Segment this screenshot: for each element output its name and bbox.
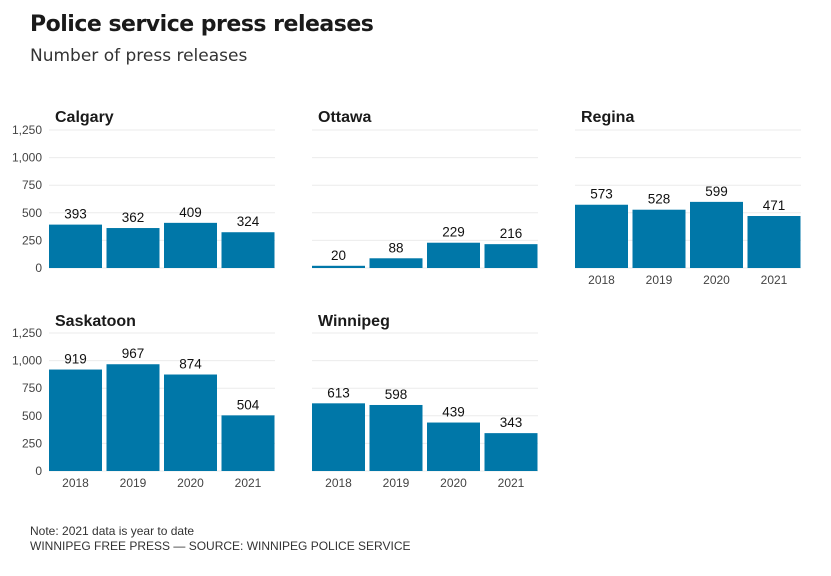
- source-credit: WINNIPEG FREE PRESS — SOURCE: WINNIPEG P…: [30, 539, 411, 553]
- data-label: 20: [331, 248, 346, 263]
- y-tick-label: 750: [22, 381, 42, 395]
- bar: [427, 242, 480, 268]
- bar: [369, 404, 423, 471]
- data-label: 409: [179, 205, 202, 220]
- data-label: 613: [327, 385, 350, 400]
- data-label: 216: [500, 226, 523, 241]
- panel-title: Winnipeg: [318, 313, 390, 330]
- data-label: 88: [388, 240, 403, 255]
- y-tick-label: 1,250: [12, 326, 42, 340]
- data-label: 598: [385, 387, 408, 402]
- data-label: 874: [179, 357, 202, 372]
- bar: [312, 403, 365, 471]
- x-tick-label: 2021: [498, 476, 525, 490]
- y-tick-label: 1,000: [12, 354, 42, 368]
- panel-calgary: 0 250 500 750 1,000 1,250 Calgary 393 362 409 324: [12, 109, 275, 275]
- bar: [312, 265, 365, 268]
- panel-ottawa: Ottawa 20 88 229 216: [312, 109, 538, 269]
- y-tick-label: 500: [22, 206, 42, 220]
- bar: [221, 232, 275, 268]
- panel-winnipeg: Winnipeg 613 2018 598 2019 439 2020 343 2021: [312, 313, 538, 490]
- bar: [49, 369, 102, 471]
- y-tick-label: 1,250: [12, 123, 42, 137]
- panel-title: Regina: [581, 109, 634, 126]
- x-tick-label: 2020: [703, 273, 730, 287]
- bar: [747, 216, 801, 268]
- x-tick-label: 2021: [235, 476, 262, 490]
- y-tick-label: 250: [22, 233, 42, 247]
- y-tick-label: 250: [22, 436, 42, 450]
- y-tick-label: 750: [22, 178, 42, 192]
- data-label: 504: [237, 397, 260, 412]
- x-tick-label: 2019: [646, 273, 673, 287]
- data-label: 362: [122, 210, 145, 225]
- data-label: 573: [590, 187, 613, 202]
- panel-regina: Regina 573 2018 528 2019 599 2020 471 2021: [575, 109, 801, 287]
- data-label: 471: [763, 198, 786, 213]
- bar: [632, 209, 686, 268]
- data-label: 343: [500, 415, 523, 430]
- panel-title: Calgary: [55, 109, 114, 126]
- x-tick-label: 2019: [383, 476, 410, 490]
- x-tick-label: 2018: [62, 476, 89, 490]
- y-tick-label: 500: [22, 409, 42, 423]
- data-label: 393: [64, 207, 87, 222]
- data-label: 439: [442, 405, 465, 420]
- x-tick-label: 2020: [177, 476, 204, 490]
- data-label: 919: [64, 352, 87, 367]
- bar: [49, 224, 102, 268]
- panel-title: Saskatoon: [55, 313, 136, 330]
- data-label: 324: [237, 214, 260, 229]
- bar: [369, 258, 423, 268]
- x-tick-label: 2018: [325, 476, 352, 490]
- bar: [484, 433, 538, 471]
- x-tick-label: 2018: [588, 273, 615, 287]
- bar: [690, 201, 743, 268]
- bar: [106, 364, 160, 471]
- bar: [575, 204, 628, 268]
- x-tick-label: 2021: [761, 273, 788, 287]
- bar: [164, 374, 217, 471]
- bar: [484, 244, 538, 268]
- data-label: 229: [442, 225, 465, 240]
- footnote: Note: 2021 data is year to date: [30, 524, 195, 538]
- bar: [164, 222, 217, 268]
- x-tick-label: 2019: [120, 476, 147, 490]
- bar: [427, 422, 480, 471]
- chart-title: Police service press releases: [30, 12, 374, 37]
- bar: [106, 228, 160, 268]
- data-label: 599: [705, 184, 728, 199]
- y-tick-label: 0: [35, 464, 42, 478]
- y-tick-label: 1,000: [12, 151, 42, 165]
- data-label: 967: [122, 346, 145, 361]
- bar: [221, 415, 275, 471]
- panel-saskatoon: 0 250 500 750 1,000 1,250 Saskatoon 919 2018 967 2…: [12, 313, 275, 490]
- chart-subtitle: Number of press releases: [30, 46, 248, 66]
- x-tick-label: 2020: [440, 476, 467, 490]
- panel-title: Ottawa: [318, 109, 371, 126]
- y-tick-label: 0: [35, 261, 42, 275]
- data-label: 528: [648, 192, 671, 207]
